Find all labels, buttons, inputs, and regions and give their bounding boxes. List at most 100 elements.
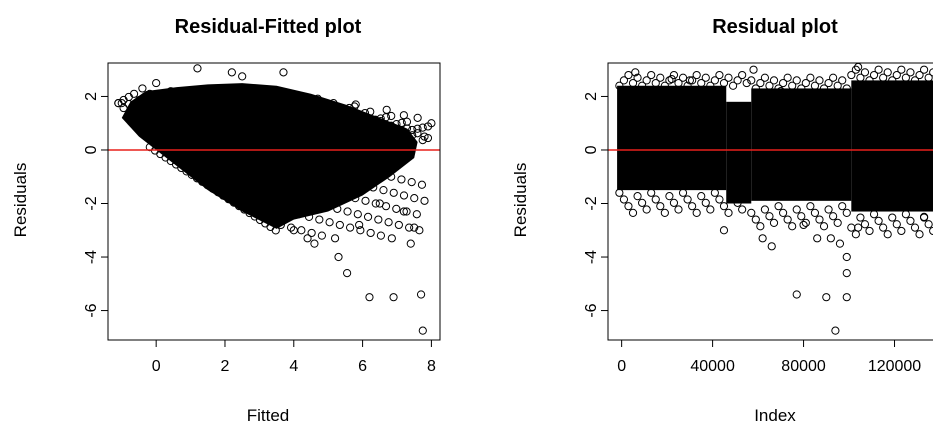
scatter-point [382, 105, 391, 114]
scatter-point [413, 113, 422, 122]
scatter-point [647, 70, 656, 80]
scatter-point [192, 93, 202, 103]
scatter-point [269, 172, 278, 181]
x-tick-label: 80000 [781, 358, 826, 375]
scatter-point [374, 215, 383, 224]
scatter-point [810, 208, 820, 217]
scatter-point [906, 68, 915, 77]
scatter-point [851, 65, 860, 74]
x-tick-label: 40000 [690, 358, 735, 375]
y-tick-label: -2 [583, 196, 600, 210]
scatter-point [860, 220, 870, 229]
scatter-point [883, 68, 892, 77]
scatter-point [656, 202, 665, 211]
scatter-point [847, 70, 856, 80]
scatter-point [392, 128, 401, 137]
scatter-point [915, 70, 924, 80]
scatter-point [926, 105, 933, 114]
scatter-point [182, 87, 191, 96]
scatter-point [402, 124, 412, 133]
scatter-point [303, 234, 312, 243]
scatter-point [833, 81, 842, 90]
scatter-point [394, 220, 403, 230]
scatter-point [324, 100, 333, 109]
scatter-point [376, 114, 385, 123]
scatter-point [166, 87, 175, 96]
scatter-point [317, 231, 326, 240]
scatter-point [365, 293, 374, 302]
scatter-point [150, 97, 160, 107]
scatter-point [829, 212, 838, 221]
scatter-point [865, 226, 874, 236]
scatter-point [847, 223, 856, 232]
x-tick-label: 0 [617, 358, 626, 375]
scatter-point [929, 226, 933, 236]
scatter-point [330, 234, 340, 243]
scatter-point [198, 88, 207, 97]
scatter-point [788, 81, 797, 90]
scatter-point [910, 76, 920, 85]
scatter-point [924, 73, 933, 82]
scatter-point [906, 216, 915, 226]
scatter-point [719, 78, 729, 88]
scatter-point [829, 73, 838, 82]
scatter-point [765, 212, 774, 221]
scatter-point [688, 76, 697, 85]
scatter-point [387, 121, 396, 130]
x-tick-label: 6 [358, 358, 367, 375]
scatter-point [371, 115, 380, 124]
scatter-point [405, 223, 414, 232]
scatter-point [310, 239, 319, 248]
scatter-point [366, 107, 375, 116]
scatter-point [660, 208, 669, 217]
scatter-point [683, 81, 692, 90]
scatter-point [683, 195, 692, 204]
scatter-point [307, 228, 316, 238]
scatter-point [897, 226, 906, 236]
scatter-point [628, 208, 638, 217]
scatter-point [701, 73, 710, 82]
scatter-point [255, 97, 265, 106]
scatter-point [166, 95, 175, 104]
scatter-point [402, 117, 412, 126]
scatter-point [313, 94, 322, 103]
scatter-point [638, 81, 647, 90]
scatter-point [303, 106, 312, 115]
scatter-point [815, 215, 824, 224]
scatter-point [276, 220, 285, 230]
scatter-point [879, 73, 888, 82]
scatter-point [758, 234, 767, 243]
scatter-point [854, 223, 863, 232]
scatter-point [826, 234, 835, 243]
scatter-point [801, 78, 810, 88]
scatter-point [665, 76, 674, 85]
x-tick-label: 0 [152, 358, 161, 375]
scatter-point [129, 89, 139, 98]
scatter-point [631, 68, 640, 77]
scatter-point [692, 208, 701, 217]
scatter-point [229, 91, 238, 100]
scatter-point [379, 186, 388, 195]
scatter-point [117, 99, 126, 108]
scatter-point [615, 188, 624, 197]
scatter-point [715, 195, 724, 204]
scatter-point [420, 196, 429, 205]
scatter-point [320, 186, 329, 195]
scatter-point [747, 76, 756, 85]
y-axis-label: Residuals [511, 163, 530, 238]
scatter-point [724, 73, 733, 82]
scatter-point [856, 73, 865, 82]
scatter-point [417, 180, 427, 189]
scatter-point [767, 242, 776, 251]
scatter-point [271, 226, 280, 235]
scatter-point [692, 70, 701, 80]
scatter-point [330, 188, 339, 197]
scatter-point [760, 205, 770, 214]
dense-region [726, 101, 752, 204]
scatter-point [792, 76, 801, 85]
scatter-point [888, 76, 897, 85]
scatter-point [392, 204, 401, 213]
scatter-point [271, 96, 280, 105]
scatter-point [769, 76, 779, 85]
scatter-point [312, 199, 321, 208]
